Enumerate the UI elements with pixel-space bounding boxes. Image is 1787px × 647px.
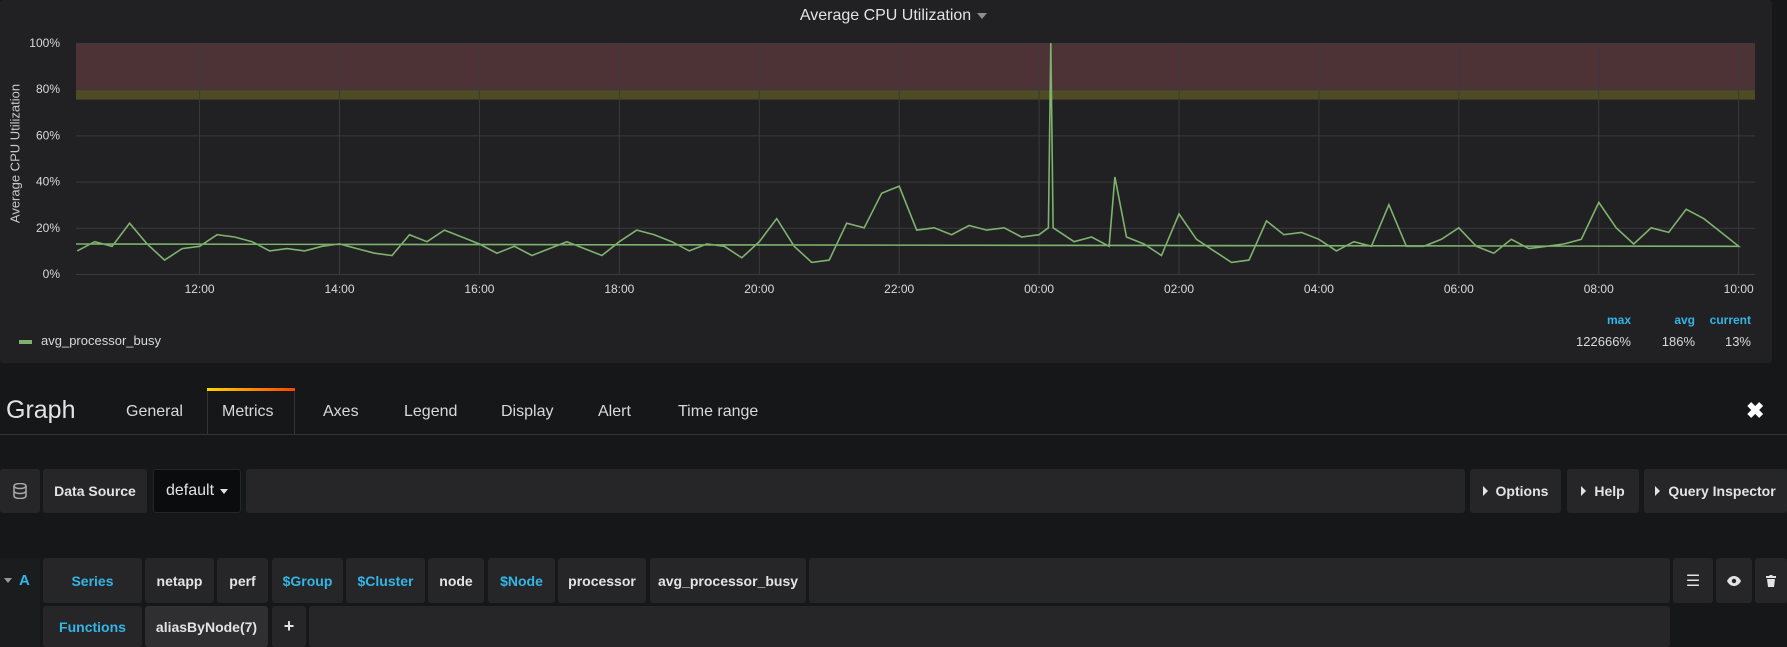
series-label: Series — [43, 558, 142, 603]
legend-value-max: 122666% — [1576, 334, 1631, 349]
panel-title[interactable]: Average CPU Utilization — [0, 7, 1787, 25]
x-tick-label: 02:00 — [1164, 282, 1194, 296]
y-tick-label: 20% — [36, 221, 60, 235]
segment-node-variable[interactable]: $Node — [488, 558, 555, 603]
y-tick-label: 80% — [36, 82, 60, 96]
menu-icon[interactable]: ☰ — [1673, 558, 1713, 603]
x-tick-label: 00:00 — [1024, 282, 1054, 296]
x-tick-label: 14:00 — [324, 282, 354, 296]
threshold-warning — [76, 89, 1755, 100]
x-tick-label: 08:00 — [1584, 282, 1614, 296]
caret-down-icon — [977, 12, 988, 19]
y-tick-label: 100% — [29, 36, 60, 50]
help-button[interactable]: Help — [1567, 469, 1639, 513]
query-inspector-button[interactable]: Query Inspector — [1644, 469, 1787, 513]
collapse-caret-icon[interactable] — [4, 578, 12, 583]
panel-title-text: Average CPU Utilization — [799, 7, 972, 24]
options-button[interactable]: Options — [1470, 469, 1561, 513]
query-row-header — [0, 558, 40, 647]
options-label: Options — [1495, 483, 1549, 499]
legend-header-avg[interactable]: avg — [1674, 313, 1695, 327]
help-label: Help — [1594, 483, 1625, 499]
x-tick-label: 10:00 — [1724, 282, 1754, 296]
tab-time-range[interactable]: Time range — [678, 403, 759, 420]
legend-header-current[interactable]: current — [1709, 313, 1751, 327]
query-inspector-label: Query Inspector — [1668, 483, 1776, 499]
data-source-select[interactable]: default — [153, 469, 241, 513]
tab-general[interactable]: General — [126, 403, 183, 420]
segment-netapp[interactable]: netapp — [145, 558, 214, 603]
tab-legend[interactable]: Legend — [404, 403, 458, 420]
segment-node[interactable]: node — [428, 558, 484, 603]
functions-label: Functions — [43, 606, 142, 647]
tab-axes[interactable]: Axes — [323, 403, 359, 420]
tab-metrics[interactable]: Metrics — [222, 403, 274, 420]
x-tick-label: 18:00 — [604, 282, 634, 296]
x-tick-label: 04:00 — [1304, 282, 1334, 296]
y-tick-label: 0% — [43, 267, 61, 281]
x-tick-label: 12:00 — [185, 282, 215, 296]
close-icon[interactable]: ✖ — [1746, 398, 1765, 423]
trash-icon[interactable] — [1755, 558, 1787, 603]
x-tick-label: 20:00 — [744, 282, 774, 296]
eye-icon[interactable] — [1716, 558, 1752, 603]
active-tab-indicator — [207, 388, 295, 435]
segment-cluster-variable[interactable]: $Cluster — [346, 558, 425, 603]
y-tick-label: 60% — [36, 128, 60, 142]
segment-perf[interactable]: perf — [217, 558, 268, 603]
series-filler — [809, 558, 1670, 603]
database-icon — [0, 469, 40, 513]
legend-value-current: 13% — [1724, 334, 1751, 349]
threshold-critical — [76, 43, 1755, 90]
series-line-avg_processor_busy — [75, 42, 1741, 264]
data-source-value: default — [165, 482, 215, 499]
legend-value-avg: 186% — [1661, 334, 1695, 349]
x-tick-label: 06:00 — [1444, 282, 1474, 296]
tab-alert[interactable]: Alert — [598, 403, 631, 420]
segment-processor[interactable]: processor — [558, 558, 646, 603]
x-tick-label: 16:00 — [464, 282, 494, 296]
query-ref-id[interactable]: A — [19, 572, 30, 589]
chart-plot: 0% 20% 40% 60% 80% 100% 12:00 14:00 16:00 18:00 20… — [29, 36, 1755, 296]
caret-right-icon — [1482, 486, 1488, 496]
segment-group-variable[interactable]: $Group — [272, 558, 343, 603]
y-tick-label: 40% — [36, 175, 60, 189]
legend-header-max[interactable]: max — [1606, 313, 1631, 327]
add-function-button[interactable]: + — [272, 606, 306, 647]
function-alias-by-node[interactable]: aliasByNode(7) — [145, 606, 268, 647]
caret-right-icon — [1655, 486, 1661, 496]
caret-right-icon — [1581, 486, 1587, 496]
editor-title: Graph — [6, 396, 76, 424]
legend-series-color — [19, 340, 32, 344]
y-axis-label: Average CPU Utilization — [7, 83, 23, 224]
data-source-label: Data Source — [43, 469, 147, 513]
caret-down-icon — [220, 488, 229, 494]
data-source-filler — [246, 469, 1465, 513]
x-tick-label: 22:00 — [884, 282, 914, 296]
legend-series-name[interactable]: avg_processor_busy — [41, 333, 161, 348]
tab-divider — [0, 434, 1787, 435]
segment-avg-processor-busy[interactable]: avg_processor_busy — [650, 558, 806, 603]
tab-display[interactable]: Display — [501, 403, 554, 420]
functions-filler — [309, 606, 1670, 647]
